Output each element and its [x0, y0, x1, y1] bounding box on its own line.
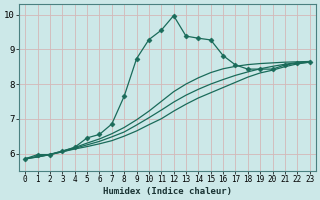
X-axis label: Humidex (Indice chaleur): Humidex (Indice chaleur): [103, 187, 232, 196]
